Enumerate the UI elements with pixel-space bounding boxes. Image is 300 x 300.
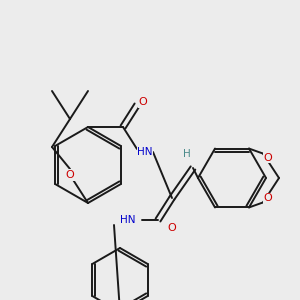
Text: H: H bbox=[183, 149, 191, 159]
Text: O: O bbox=[66, 170, 74, 180]
Text: HN: HN bbox=[120, 215, 136, 225]
Text: O: O bbox=[264, 153, 272, 163]
Text: HN: HN bbox=[137, 147, 153, 157]
Text: O: O bbox=[168, 223, 176, 233]
Text: O: O bbox=[264, 194, 272, 203]
Text: O: O bbox=[139, 97, 147, 107]
